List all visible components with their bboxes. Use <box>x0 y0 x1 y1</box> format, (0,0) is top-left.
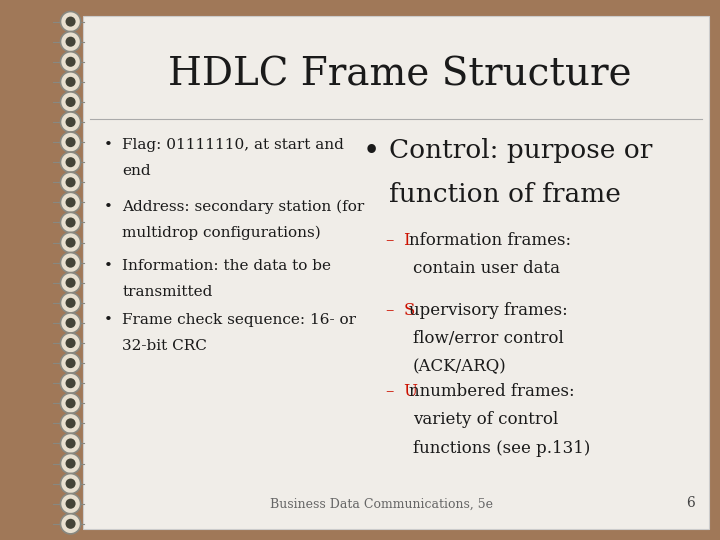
Text: function of frame: function of frame <box>389 182 621 207</box>
Ellipse shape <box>60 212 81 233</box>
Text: HDLC Frame Structure: HDLC Frame Structure <box>168 57 631 94</box>
Text: multidrop configurations): multidrop configurations) <box>122 226 321 240</box>
Text: Address: secondary station (for: Address: secondary station (for <box>122 200 364 214</box>
Ellipse shape <box>66 97 76 107</box>
Text: end: end <box>122 164 151 178</box>
Ellipse shape <box>66 378 76 388</box>
Text: nnumbered frames:: nnumbered frames: <box>409 383 575 400</box>
Ellipse shape <box>60 11 81 32</box>
Ellipse shape <box>66 318 76 328</box>
Text: S: S <box>403 302 415 319</box>
Text: •: • <box>104 313 112 327</box>
Text: flow/error control: flow/error control <box>413 330 563 347</box>
Text: U: U <box>403 383 417 400</box>
Ellipse shape <box>66 37 76 47</box>
Text: Information: the data to be: Information: the data to be <box>122 259 331 273</box>
Ellipse shape <box>66 519 76 529</box>
Ellipse shape <box>60 172 81 192</box>
Text: variety of control: variety of control <box>413 411 558 428</box>
Ellipse shape <box>60 132 81 152</box>
Ellipse shape <box>60 514 81 534</box>
Text: I: I <box>403 232 410 249</box>
Text: functions (see p.131): functions (see p.131) <box>413 440 590 456</box>
Ellipse shape <box>66 157 76 167</box>
Text: •: • <box>104 200 112 214</box>
Ellipse shape <box>66 298 76 308</box>
Ellipse shape <box>60 454 81 474</box>
Text: Frame check sequence: 16- or: Frame check sequence: 16- or <box>122 313 356 327</box>
Text: •: • <box>362 138 379 166</box>
Text: transmitted: transmitted <box>122 285 213 299</box>
FancyBboxPatch shape <box>83 16 709 529</box>
Text: Business Data Communications, 5e: Business Data Communications, 5e <box>270 497 493 510</box>
Ellipse shape <box>60 112 81 132</box>
Ellipse shape <box>66 458 76 469</box>
Ellipse shape <box>66 177 76 187</box>
Text: (ACK/ARQ): (ACK/ARQ) <box>413 359 506 375</box>
Ellipse shape <box>60 333 81 353</box>
Ellipse shape <box>60 413 81 434</box>
Ellipse shape <box>60 92 81 112</box>
Ellipse shape <box>66 197 76 207</box>
Ellipse shape <box>60 253 81 273</box>
Ellipse shape <box>66 278 76 288</box>
Ellipse shape <box>60 52 81 72</box>
Text: –: – <box>385 302 394 319</box>
Ellipse shape <box>66 238 76 248</box>
Ellipse shape <box>66 498 76 509</box>
Text: nformation frames:: nformation frames: <box>409 232 572 249</box>
Ellipse shape <box>66 17 76 26</box>
Ellipse shape <box>60 434 81 454</box>
Ellipse shape <box>66 117 76 127</box>
Ellipse shape <box>60 293 81 313</box>
Ellipse shape <box>66 57 76 67</box>
Ellipse shape <box>60 373 81 393</box>
Text: Flag: 01111110, at start and: Flag: 01111110, at start and <box>122 138 344 152</box>
Ellipse shape <box>66 338 76 348</box>
Ellipse shape <box>60 273 81 293</box>
Text: –: – <box>385 383 394 400</box>
Ellipse shape <box>60 32 81 52</box>
Ellipse shape <box>60 233 81 253</box>
Text: •: • <box>104 259 112 273</box>
Ellipse shape <box>60 192 81 212</box>
Ellipse shape <box>66 478 76 489</box>
Ellipse shape <box>60 152 81 172</box>
Ellipse shape <box>66 258 76 268</box>
Ellipse shape <box>60 353 81 373</box>
Text: •: • <box>104 138 112 152</box>
Ellipse shape <box>60 313 81 333</box>
Ellipse shape <box>66 398 76 408</box>
Ellipse shape <box>60 474 81 494</box>
Text: upervisory frames:: upervisory frames: <box>409 302 568 319</box>
Text: contain user data: contain user data <box>413 260 559 277</box>
Ellipse shape <box>60 393 81 413</box>
Ellipse shape <box>66 438 76 449</box>
Ellipse shape <box>66 137 76 147</box>
Ellipse shape <box>66 77 76 87</box>
Text: 6: 6 <box>686 496 695 510</box>
Text: Control: purpose or: Control: purpose or <box>389 138 652 163</box>
Ellipse shape <box>66 418 76 428</box>
Text: 32-bit CRC: 32-bit CRC <box>122 339 207 353</box>
Ellipse shape <box>60 72 81 92</box>
Ellipse shape <box>60 494 81 514</box>
Ellipse shape <box>66 358 76 368</box>
Text: –: – <box>385 232 394 249</box>
Ellipse shape <box>66 218 76 227</box>
